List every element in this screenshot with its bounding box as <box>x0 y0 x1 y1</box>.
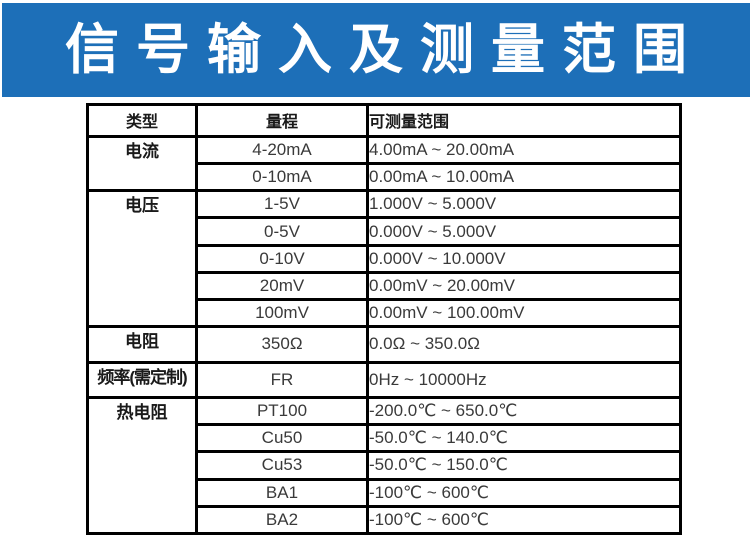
range-cell: FR <box>195 360 369 400</box>
table-row: 0-10mA 0.00mA ~ 10.00mA <box>88 162 682 193</box>
table-row: Cu50 -50.0℃ ~ 140.0℃ <box>88 423 682 454</box>
table-header-row: 类型 量程 可测量范围 <box>86 103 682 138</box>
span-cell: 1.000V ~ 5.000V <box>366 189 682 220</box>
range-cell: 0-10V <box>195 243 369 274</box>
span-cell: -200.0℃ ~ 650.0℃ <box>366 396 682 427</box>
table-row: 频率(需定制) FR 0Hz ~ 10000Hz <box>86 360 682 400</box>
range-cell: 100mV <box>195 297 369 329</box>
range-cell: 4-20mA <box>195 134 369 166</box>
table-row: 20mV 0.00mV ~ 20.00mV <box>88 270 682 301</box>
table-row: BA1 -100℃ ~ 600℃ <box>88 477 682 508</box>
range-cell: 1-5V <box>195 189 369 220</box>
span-cell: 0Hz ~ 10000Hz <box>366 360 682 400</box>
type-cell-rtd: 热电阻 <box>86 396 198 535</box>
page-title: 信号输入及测量范围 <box>65 20 704 80</box>
span-cell: 0.00mV ~ 100.00mV <box>366 297 682 329</box>
type-cell-resistance: 电阻 <box>86 325 198 364</box>
header-range: 量程 <box>195 103 369 138</box>
title-banner: 信号输入及测量范围 <box>2 3 750 97</box>
table-row: 热电阻 PT100 -200.0℃ ~ 650.0℃ <box>86 396 682 535</box>
span-cell: -100℃ ~ 600℃ <box>366 504 682 536</box>
header-measurable-range: 可测量范围 <box>366 103 682 138</box>
range-cell: 20mV <box>195 270 369 301</box>
table-row: Cu53 -50.0℃ ~ 150.0℃ <box>88 450 682 481</box>
range-cell: BA1 <box>195 477 369 508</box>
span-cell: -50.0℃ ~ 150.0℃ <box>366 450 682 481</box>
range-cell: Cu50 <box>195 423 369 454</box>
span-cell: 0.00mV ~ 20.00mV <box>366 270 682 301</box>
table-row: BA2 -100℃ ~ 600℃ <box>88 504 682 536</box>
span-cell: -50.0℃ ~ 140.0℃ <box>366 423 682 454</box>
table-row: 电流 4-20mA 4.00mA ~ 20.00mA <box>86 134 682 193</box>
signal-range-table: 类型 量程 可测量范围 电流 4-20mA 4.00mA ~ 20.00mA 0… <box>86 103 682 536</box>
span-cell: 0.0Ω ~ 350.0Ω <box>366 325 682 364</box>
header-type: 类型 <box>86 103 198 138</box>
table-row: 0-10V 0.000V ~ 10.000V <box>88 243 682 274</box>
range-cell: 350Ω <box>195 325 369 364</box>
type-cell-voltage: 电压 <box>86 189 198 329</box>
table-row: 100mV 0.00mV ~ 100.00mV <box>88 297 682 329</box>
span-cell: 0.00mA ~ 10.00mA <box>366 162 682 193</box>
range-cell: 0-10mA <box>195 162 369 193</box>
table-row: 0-5V 0.000V ~ 5.000V <box>88 216 682 247</box>
span-cell: 0.000V ~ 5.000V <box>366 216 682 247</box>
table-row: 电阻 350Ω 0.0Ω ~ 350.0Ω <box>86 325 682 364</box>
table-row: 电压 1-5V 1.000V ~ 5.000V <box>86 189 682 329</box>
type-cell-current: 电流 <box>86 134 198 193</box>
range-cell: BA2 <box>195 504 369 536</box>
type-cell-frequency: 频率(需定制) <box>86 360 198 400</box>
span-cell: 4.00mA ~ 20.00mA <box>366 134 682 166</box>
range-cell: PT100 <box>195 396 369 427</box>
range-cell: Cu53 <box>195 450 369 481</box>
span-cell: -100℃ ~ 600℃ <box>366 477 682 508</box>
range-cell: 0-5V <box>195 216 369 247</box>
span-cell: 0.000V ~ 10.000V <box>366 243 682 274</box>
